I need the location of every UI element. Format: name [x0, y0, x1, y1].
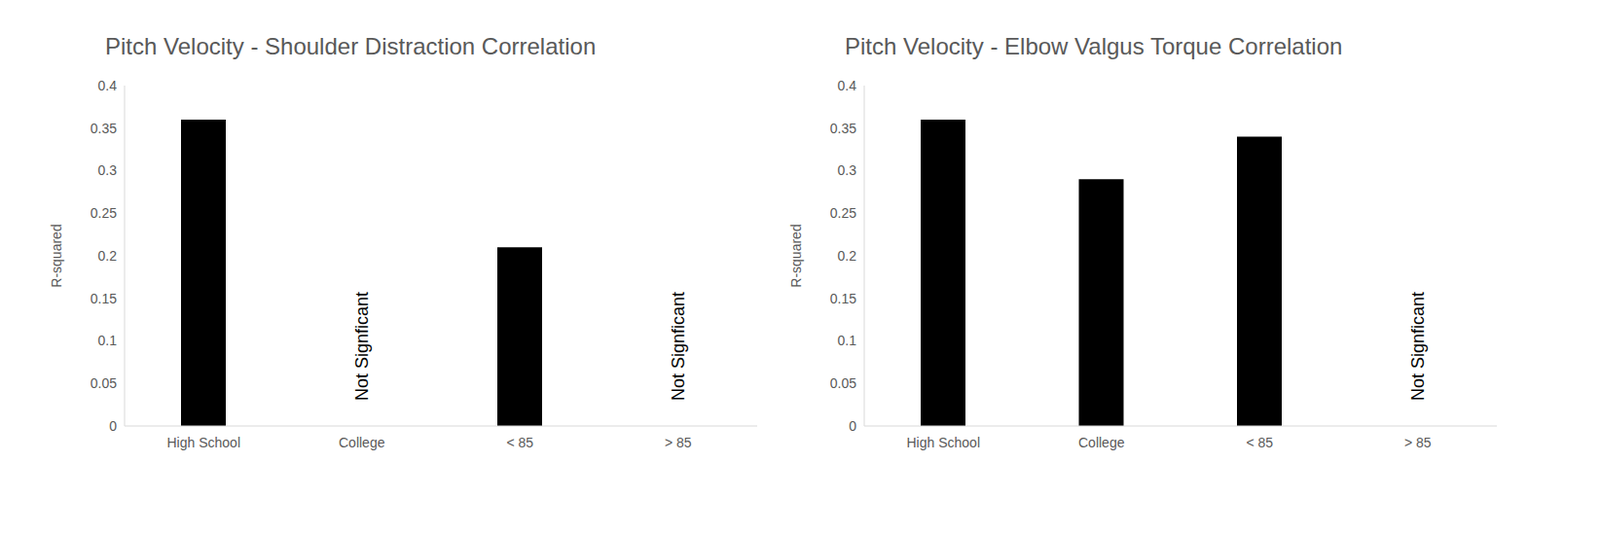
svg-text:0.25: 0.25 [90, 205, 117, 221]
svg-text:0.05: 0.05 [90, 375, 117, 392]
svg-text:0.15: 0.15 [90, 290, 117, 307]
svg-text:0.35: 0.35 [90, 120, 117, 137]
svg-text:0.1: 0.1 [837, 332, 858, 349]
svg-text:College: College [338, 435, 386, 451]
svg-text:0.4: 0.4 [837, 77, 858, 94]
svg-text:College: College [1078, 435, 1126, 451]
svg-text:< 85: < 85 [506, 435, 534, 451]
svg-text:Not Signficant: Not Signficant [668, 291, 689, 401]
svg-text:0.2: 0.2 [98, 248, 118, 264]
svg-text:0.2: 0.2 [837, 248, 858, 264]
svg-text:> 85: > 85 [1404, 435, 1432, 451]
svg-text:0.3: 0.3 [837, 162, 858, 179]
svg-text:High School: High School [907, 435, 982, 451]
svg-text:R-squared: R-squared [48, 223, 65, 288]
svg-text:> 85: > 85 [664, 435, 692, 451]
svg-text:< 85: < 85 [1245, 435, 1273, 451]
svg-text:0: 0 [848, 418, 857, 435]
html-text:Pitch Velocity - Shoulder Dist: Pitch Velocity - Shoulder Distraction Co… [105, 33, 596, 60]
svg-text:0.05: 0.05 [830, 375, 857, 392]
svg-text:0: 0 [109, 418, 117, 435]
svg-text:Not Signficant: Not Signficant [1408, 291, 1428, 401]
svg-text:High School: High School [167, 435, 242, 451]
svg-text:0.4: 0.4 [98, 77, 118, 94]
html-text:Pitch Velocity - Elbow Valgus: Pitch Velocity - Elbow Valgus Torque Cor… [844, 33, 1343, 60]
svg-text:0.25: 0.25 [830, 205, 857, 221]
svg-text:0.15: 0.15 [830, 290, 857, 307]
svg-text:0.35: 0.35 [830, 120, 857, 137]
svg-text:Not Signficant: Not Signficant [352, 291, 372, 401]
svg-text:R-squared: R-squared [788, 223, 804, 288]
svg-text:0.1: 0.1 [98, 332, 118, 349]
svg-text:0.3: 0.3 [98, 162, 118, 179]
